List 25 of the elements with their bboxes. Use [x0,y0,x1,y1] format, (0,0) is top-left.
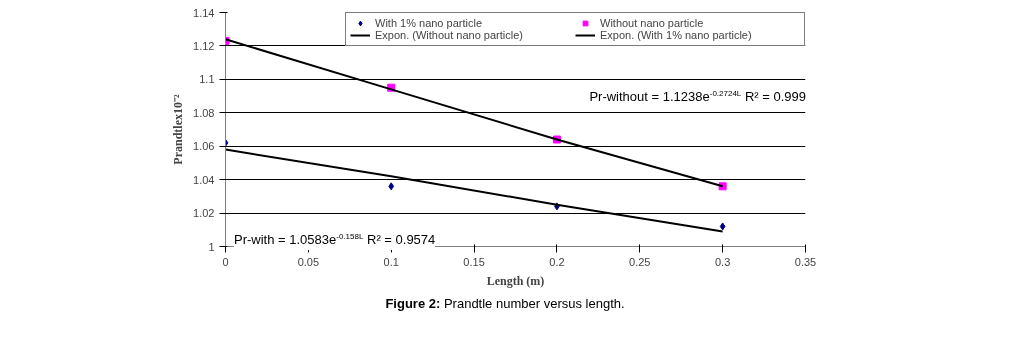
y-tick-label: 1.08 [193,106,215,119]
legend-label: Expon. (With 1% nano particle) [600,29,753,41]
y-tick-label: 1.12 [193,39,215,52]
x-tick-label: 0.3 [715,255,731,268]
y-tick-label: 1.04 [193,173,215,186]
x-tick-label: 0.2 [549,255,565,268]
caption: Figure 2: Prandtle number versus length. [384,295,626,313]
y-tick-label: 1.06 [193,140,215,153]
legend-label: With 1% nano particle [375,17,483,29]
y-tick-label: 1.02 [193,207,215,220]
x-tick-label: 0 [222,255,229,268]
x-tick-label: 0.15 [463,255,485,268]
y-tick-label: 1.14 [193,6,215,19]
x-tick-label: 0.1 [383,255,399,268]
x-tick-label: 0.35 [794,255,817,268]
y-tick-label: 1 [208,240,215,253]
y-axis-title: Prandtlex10⁻² [171,93,186,165]
annotation: Pr-with = 1.0583e$^{-0.158L}$ R² = 0.9574 [234,231,436,250]
x-tick-label: 0.25 [629,255,651,268]
x-tick-label: 0.05 [297,255,320,268]
annotation: Pr-without = 1.1238e$^{-0.2724L}$ R² = 0.999 [589,88,806,107]
legend-label: Without nano particle [600,17,705,29]
y-tick-label: 1.1 [199,73,215,86]
x-axis-title: Length (m) [486,273,545,288]
legend-label: Expon. (Without nano particle) [375,29,524,41]
